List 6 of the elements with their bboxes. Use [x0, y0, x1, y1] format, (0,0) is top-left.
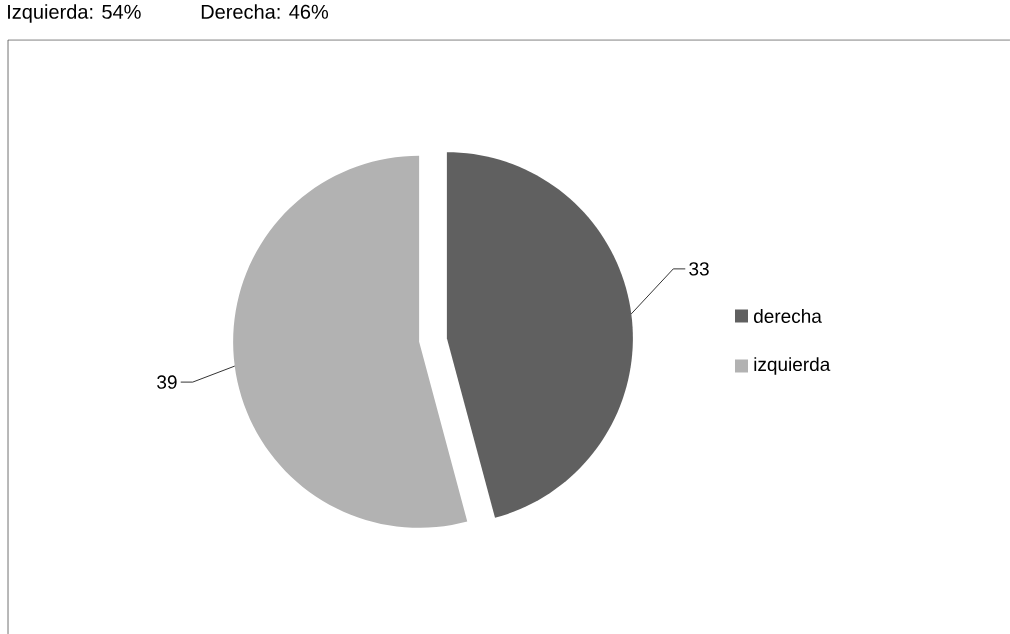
- text: Derecha: 46%: [201, 4, 329, 19]
- data-label: 39: [157, 375, 177, 389]
- data-label: 33: [689, 262, 709, 276]
- text: Izquierda: 54%: [8, 4, 141, 23]
- legend-label: derecha: [754, 309, 822, 323]
- legend-label: izquierda: [754, 357, 831, 375]
